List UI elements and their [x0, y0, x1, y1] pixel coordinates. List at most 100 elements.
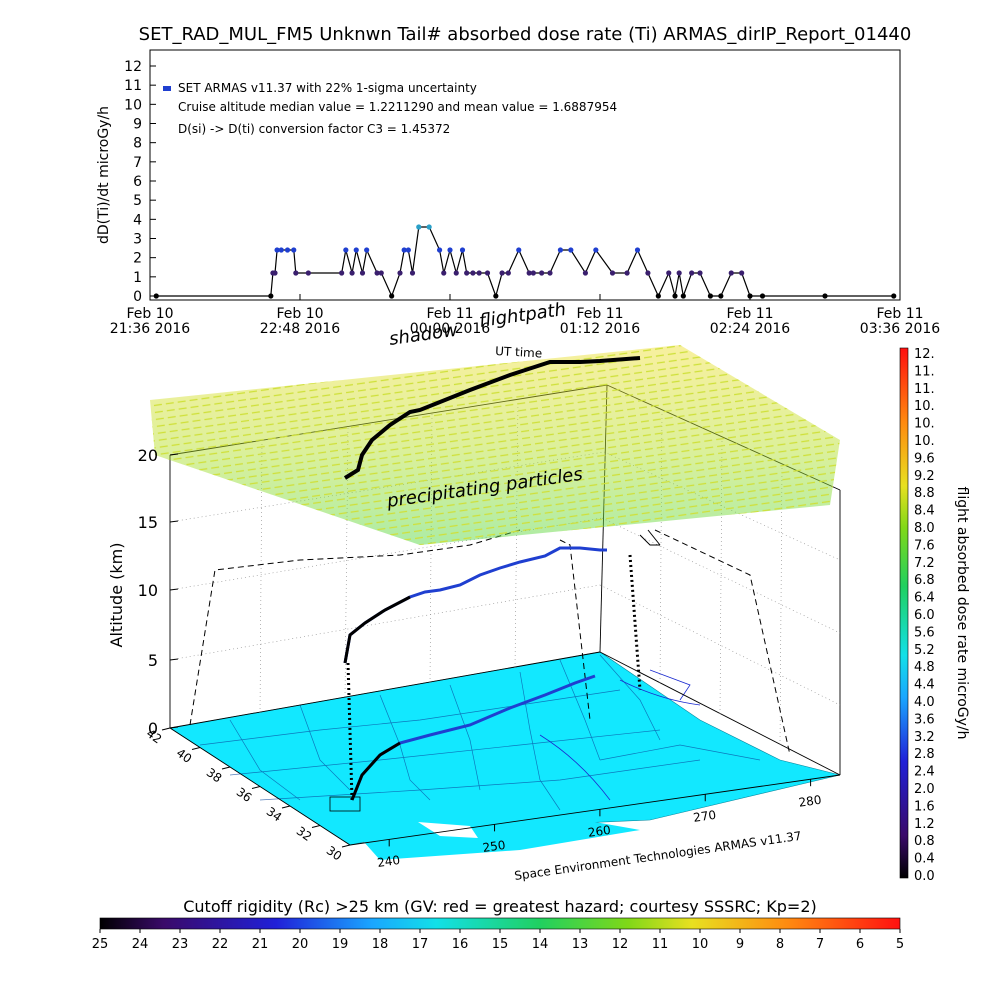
lat-tick-label: 34: [264, 804, 285, 824]
right-colorbar-tick-label: 5.6: [914, 625, 935, 640]
right-colorbar-tick-label: 5.2: [914, 643, 935, 658]
series-point: [707, 293, 714, 299]
bottom-colorbar-tick-label: 17: [412, 937, 429, 952]
lon-axis-ticks: 240 250 260 270 280: [376, 779, 822, 870]
series-point: [464, 270, 470, 276]
flightpath-mid: [343, 546, 607, 664]
lon-tick-label: 250: [482, 838, 507, 855]
right-colorbar-label: flight absorbed dose rate microGy/h: [954, 487, 970, 740]
series-point: [426, 224, 432, 230]
bottom-colorbar-tick-label: 20: [292, 937, 309, 952]
lat-tick-mark: [251, 786, 261, 789]
bottom-colorbar-tick-label: 14: [532, 937, 549, 952]
right-colorbar-tick-label: 4.8: [914, 660, 935, 675]
top-y-tick-label: 9: [133, 117, 142, 133]
right-colorbar-tick-label: 0.0: [914, 869, 935, 884]
series-point: [436, 247, 443, 253]
lat-tick-mark: [341, 844, 351, 848]
bottom-colorbar-tick-label: 10: [692, 937, 709, 952]
chart-title: SET_RAD_MUL_FM5 Unknwn Tail# absorbed do…: [139, 24, 912, 45]
right-colorbar-tick-label: 1.2: [914, 817, 935, 832]
top-y-tick-label: 7: [133, 155, 142, 171]
right-colorbar-tick-label: 6.8: [914, 573, 935, 588]
series-point: [291, 247, 297, 253]
series-point: [274, 247, 280, 253]
bottom-colorbar-tick-label: 9: [736, 937, 744, 952]
bottom-colorbar-tick-label: 6: [856, 937, 864, 952]
series-point: [568, 247, 574, 253]
right-colorbar-tick-label: 4.4: [914, 678, 935, 693]
bottom-colorbar-tick-label: 16: [452, 937, 469, 952]
top-x-tick-time: 21:36 2016: [110, 321, 191, 337]
series-point: [441, 270, 447, 276]
lat-tick-label: 32: [294, 824, 315, 844]
series-point: [718, 293, 724, 299]
shadow-tail-2: [647, 529, 661, 546]
top-x-tick-date: Feb 11: [576, 306, 623, 322]
top-x-tick-time: 00:00 2016: [410, 321, 491, 337]
top-y-tick-label: 11: [124, 78, 142, 94]
series-point: [293, 270, 299, 276]
series-point: [505, 270, 511, 276]
right-colorbar-tick-label: 11.: [914, 364, 935, 379]
right-colorbar-tick-label: 4.0: [914, 695, 935, 710]
series-point: [530, 270, 536, 276]
series-point: [153, 293, 159, 299]
right-colorbar-tick-label: 12.: [914, 347, 935, 362]
legend-series-label: SET ARMAS v11.37 with 22% 1-sigma uncert…: [178, 81, 477, 95]
dose-rate-series: [153, 224, 897, 299]
series-point: [747, 293, 753, 299]
z-tick-label: 0: [148, 719, 158, 738]
series-point: [401, 247, 407, 253]
series-point: [676, 270, 682, 276]
top-plot-frame: [149, 49, 901, 301]
series-point: [405, 247, 411, 253]
right-colorbar-tick-label: 0.4: [914, 852, 935, 867]
z-tick-mark: [169, 658, 179, 661]
top-x-tick-time: 02:24 2016: [710, 321, 791, 337]
series-point: [526, 270, 532, 276]
series-point: [672, 293, 678, 299]
z-tick-mark: [169, 588, 179, 591]
right-colorbar-tick-label: 1.6: [914, 799, 935, 814]
flightpath-ground-dark: [350, 741, 401, 801]
series-point: [645, 270, 651, 276]
lon-tick-label: 240: [376, 853, 401, 870]
right-colorbar-ticks: 12. 11. 11. 10. 10. 10. 9.6 9.2 8.8 8.4 8.0 7.6 7.2 6…: [914, 347, 935, 884]
series-point: [891, 293, 897, 299]
bottom-colorbar-tick-label: 22: [212, 937, 229, 952]
series-point: [476, 270, 482, 276]
bottom-colorbar: Cutoff rigidity (Rc) >25 km (GV: red = g…: [92, 897, 904, 952]
series-point: [397, 270, 403, 276]
z-tick-mark: [169, 726, 179, 729]
series-point: [339, 270, 345, 276]
series-point: [822, 293, 828, 299]
lat-tick-mark: [191, 747, 201, 750]
precipitating-particles-texture: [150, 345, 840, 545]
series-line: [156, 226, 894, 299]
z-tick-label: 15: [138, 513, 158, 532]
bottom-colorbar-tick-label: 21: [252, 937, 269, 952]
top-x-tick-date: Feb 10: [126, 306, 173, 322]
right-colorbar-tick-label: 9.6: [914, 451, 935, 466]
origin-marker: [329, 796, 361, 812]
bottom-colorbar-tick-label: 25: [92, 937, 109, 952]
series-point: [284, 247, 291, 253]
series-point: [364, 247, 370, 253]
lat-tick-label: 36: [234, 785, 255, 805]
right-colorbar-tick-label: 11.: [914, 382, 935, 397]
lon-tick-label: 270: [692, 808, 717, 825]
z-tick-mark: [169, 453, 179, 456]
lat-tick-label: 40: [174, 746, 195, 766]
right-colorbar-gradient: [899, 347, 909, 879]
series-point: [493, 293, 499, 299]
bottom-colorbar-tick-label: 8: [776, 937, 784, 952]
top-x-tick-date: Feb 11: [426, 306, 473, 322]
label-shadow: shadow: [388, 320, 460, 350]
series-point: [697, 270, 703, 276]
top-x-tick-time: 01:12 2016: [560, 321, 641, 337]
top-y-tick-label: 8: [133, 136, 142, 152]
